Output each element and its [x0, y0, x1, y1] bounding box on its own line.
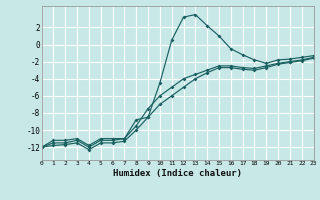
X-axis label: Humidex (Indice chaleur): Humidex (Indice chaleur)	[113, 169, 242, 178]
